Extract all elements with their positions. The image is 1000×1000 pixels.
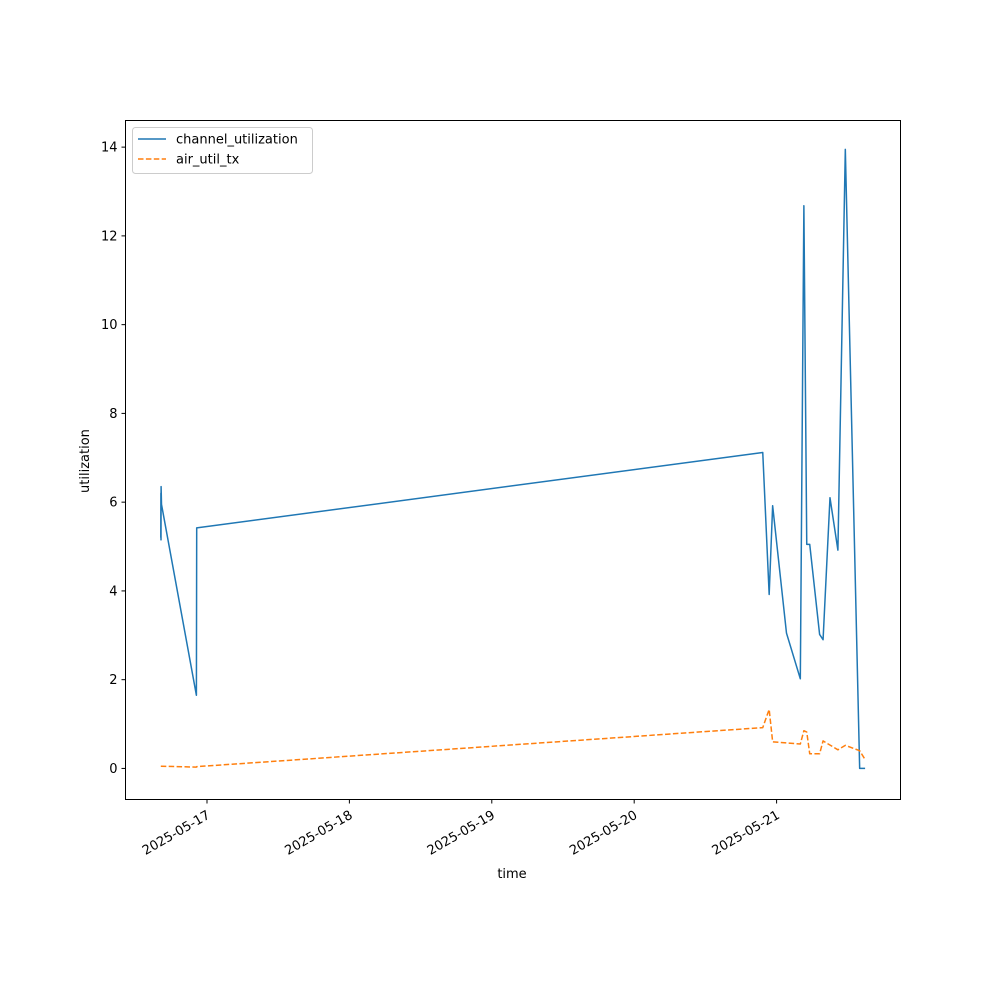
data-point-channel-utilization-21 (864, 768, 866, 770)
x-axis-label: time (497, 867, 526, 882)
y-tick-label: 10 (101, 318, 118, 333)
data-point-air-util-tx-2 (196, 766, 198, 768)
y-tick-label: 2 (109, 673, 117, 688)
data-point-channel-utilization-18 (837, 549, 839, 551)
data-point-air-util-tx-12 (837, 749, 839, 751)
data-point-channel-utilization-19 (845, 149, 847, 151)
data-point-channel-utilization-15 (819, 634, 821, 636)
data-point-air-util-tx-10 (819, 753, 821, 755)
series-channel-utilization (160, 148, 866, 770)
data-point-channel-utilization-7 (762, 452, 764, 454)
data-point-air-util-tx-6 (800, 743, 802, 745)
data-point-air-util-tx-5 (772, 741, 774, 743)
y-axis: 0 2 4 6 8 10 12 14 (101, 141, 126, 777)
data-point-channel-utilization-8 (768, 594, 770, 596)
data-point-air-util-tx-0 (160, 765, 162, 767)
data-point-channel-utilization-10 (786, 632, 788, 634)
series-line-air-util-tx (160, 708, 866, 768)
data-point-air-util-tx-3 (762, 727, 764, 729)
data-point-channel-utilization-1 (160, 493, 162, 495)
data-point-channel-utilization-0 (160, 537, 162, 539)
y-tick-label: 4 (109, 584, 117, 599)
data-point-channel-utilization-9 (772, 505, 774, 507)
data-point-air-util-tx-8 (806, 731, 808, 733)
data-point-air-util-tx-14 (859, 750, 861, 752)
data-point-channel-utilization-5 (196, 694, 198, 696)
y-tick-label: 14 (101, 141, 118, 156)
data-point-channel-utilization-17 (829, 497, 831, 499)
data-point-air-util-tx-9 (809, 753, 811, 755)
data-point-channel-utilization-14 (809, 544, 811, 546)
data-point-channel-utilization-20 (859, 768, 861, 770)
data-point-channel-utilization-6 (196, 527, 198, 529)
data-point-channel-utilization-11 (800, 678, 802, 680)
y-tick-label: 8 (109, 407, 117, 422)
data-point-channel-utilization-2 (160, 539, 162, 541)
y-tick-label: 12 (101, 229, 118, 244)
data-point-air-util-tx-7 (803, 730, 805, 732)
data-point-air-util-tx-13 (845, 745, 847, 747)
y-axis-label: utilization (78, 429, 93, 493)
data-point-air-util-tx-11 (822, 740, 824, 742)
data-point-air-util-tx-15 (864, 759, 866, 761)
series-layer (160, 148, 866, 770)
legend-label-channel-utilization: channel_utilization (176, 133, 298, 148)
data-point-channel-utilization-16 (822, 639, 824, 641)
y-tick-label: 0 (109, 762, 117, 777)
data-point-channel-utilization-3 (160, 486, 162, 488)
series-air-util-tx (160, 708, 866, 768)
data-point-channel-utilization-12 (803, 205, 805, 207)
data-point-air-util-tx-4 (768, 709, 770, 711)
plot-frame (125, 120, 901, 800)
legend-label-air-util-tx: air_util_tx (176, 153, 240, 168)
series-line-channel-utilization (160, 148, 866, 770)
legend-box (132, 127, 313, 174)
data-point-channel-utilization-13 (806, 544, 808, 546)
data-point-channel-utilization-4 (161, 504, 163, 506)
y-tick-label: 6 (109, 496, 117, 511)
legend: channel_utilization air_util_tx (132, 127, 313, 174)
